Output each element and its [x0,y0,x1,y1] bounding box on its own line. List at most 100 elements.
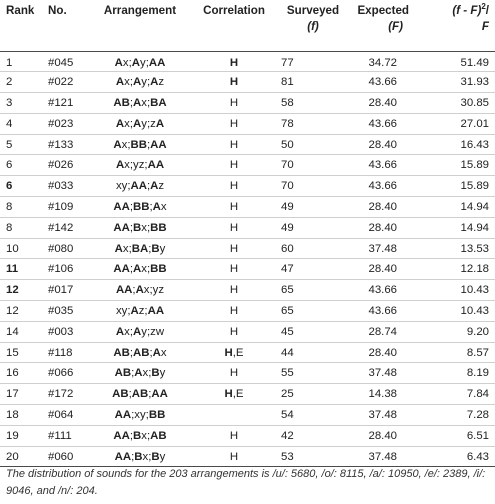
number-cell: #003 [48,325,74,338]
arrangement-segment: ; [129,346,134,359]
number-cell: #033 [48,180,74,193]
arrangement-cell: Ax;BA;By [90,238,190,259]
rank-cell: 3 [6,96,13,109]
ratio-cell: 7.28 [466,408,489,421]
number-cell: #064 [48,408,74,421]
surveyed-cell: 58 [281,96,294,109]
correlation-cell: H [190,425,278,446]
correlation-cell: H [190,72,278,93]
arrangement-segment: ; [129,263,134,276]
arrangement-segment: BB [148,408,166,421]
expected-cell: 43.66 [368,180,397,193]
number-cell: #109 [48,200,74,213]
number-cell: #111 [48,429,72,442]
correlation-segment: ,E [232,346,244,359]
arrangement-cell: AA;Bx;BB [90,217,190,238]
ratio-cell: 30.85 [460,96,489,109]
arrangement-cell: xy;Az;AA [90,301,190,322]
correlation-segment: H [224,388,233,401]
arrangement-cell: AA;xy;BB [90,405,190,426]
number-cell: #022 [48,76,74,89]
ratio-cell: 51.49 [460,57,489,70]
arrangement-segment: AA [150,138,167,151]
arrangement-segment: ; [146,180,151,193]
arrangement-segment: y;zw [141,325,165,338]
header-ratio-slash: / [485,4,489,17]
arrangement-segment: ; [149,346,153,359]
expected-cell: 37.48 [368,367,397,380]
header-ratio-denominator: F [481,20,489,33]
rank-cell: 12 [6,304,19,317]
table-row: 12 #035 xy;Az;AA H 65 43.66 10.43 [0,301,495,322]
correlation-segment: H [229,263,239,276]
rank-cell: 14 [6,325,19,338]
arrangement-segment: AA [130,180,147,193]
arrangement-segment: A [133,263,142,276]
arrangement-segment: A [152,346,161,359]
arrangement-segment: AA [147,304,165,317]
arrangement-segment: x; [141,429,151,442]
ratio-cell: 14.94 [460,221,489,234]
table-row: 12 #017 AA;Ax;yz H 65 43.66 10.43 [0,280,495,301]
arrangement-segment: ; [148,388,152,401]
correlation-segment: H [229,450,239,463]
surveyed-cell: 78 [281,117,294,130]
correlation-cell [190,405,278,426]
arrangement-segment: x; [121,138,131,151]
table-row: 2 #022 Ax;Ay;Az H 81 43.66 31.93 [0,72,495,93]
rank-cell: 1 [6,57,13,70]
number-cell: #121 [48,96,74,109]
surveyed-cell: 49 [281,200,294,213]
header-chi-ratio: (f - F)2/ F [427,3,495,51]
correlation-segment: H [229,325,239,338]
table-row: 10 #080 Ax;BA;By H 60 37.48 13.53 [0,238,495,259]
arrangement-segment: ; [129,221,134,234]
table-row: 14 #003 Ax;Ay;zw H 45 28.74 9.20 [0,321,495,343]
correlation-segment: H [229,284,239,297]
arrangement-segment: AB [131,388,149,401]
table-row: 19 #111 AA;Bx;AB H 42 28.40 6.51 [0,425,495,447]
arrangement-cell: AB;AB;AA [90,384,190,405]
ratio-cell: 6.43 [466,450,489,463]
rank-cell: 12 [6,284,19,297]
arrangement-segment: A [150,180,159,193]
rank-cell: 11 [6,263,19,276]
arrangement-segment: AA [151,388,168,401]
surveyed-cell: 53 [281,450,294,463]
correlation-cell: H [190,280,278,301]
arrangement-segment: x; [141,221,151,234]
arrangement-segment: x; [122,57,132,70]
arrangement-segment: AB [133,346,150,359]
correlation-segment: H [229,76,239,89]
header-ratio-exponent: 2 [481,2,486,11]
rank-cell: 8 [6,221,13,234]
correlation-cell: H [190,197,278,218]
arrangement-segment: A [133,76,142,89]
rank-cell: 6 [6,180,13,193]
arrangement-cell: AA;Bx;AB [90,425,190,446]
arrangement-segment: AA [114,450,132,463]
surveyed-cell: 47 [281,263,294,276]
rank-cell: 16 [6,367,19,380]
expected-cell: 28.40 [368,429,397,442]
arrangement-segment: x; [142,450,152,463]
arrangement-segment: A [115,117,125,130]
ratio-cell: 15.89 [460,180,489,193]
header-number: No. [48,4,67,17]
correlation-cell: H,E [190,384,278,405]
arrangement-segment: z [158,180,165,193]
table-row: 4 #023 Ax;Ay;zA H 78 43.66 27.01 [0,113,495,135]
table-row: 18 #064 AA;xy;BB 54 37.48 7.28 [0,405,495,426]
arrangement-cell: Ax;yz;AA [90,155,190,176]
expected-cell: 43.66 [368,284,397,297]
rank-cell: 6 [6,159,13,172]
arrangement-segment: A [131,57,140,70]
correlation-segment: H [229,304,239,317]
surveyed-cell: 65 [281,304,294,317]
rank-cell: 17 [6,388,19,401]
arrangement-segment: x; [124,117,134,130]
arrangement-segment: ; [149,200,153,213]
number-cell: #080 [48,242,74,255]
ratio-cell: 9.20 [466,325,489,338]
arrangement-segment: x; [122,242,132,255]
